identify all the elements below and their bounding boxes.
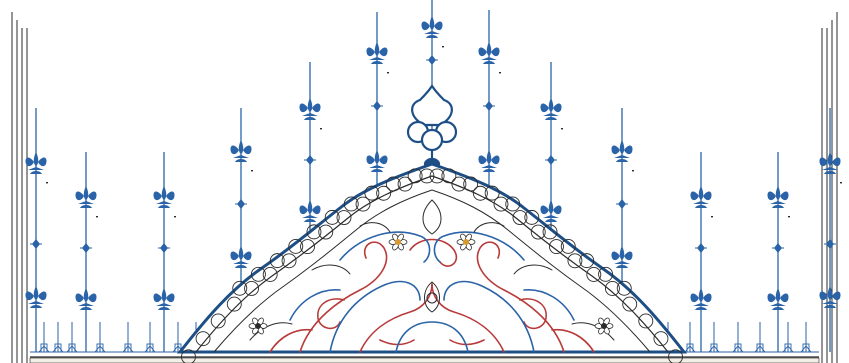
rosette xyxy=(248,317,268,335)
palmette-floret xyxy=(819,286,841,308)
arabesque-field xyxy=(249,199,615,353)
finial-stem xyxy=(611,108,634,352)
palmette-floret xyxy=(299,200,321,222)
finial-bud xyxy=(483,101,495,111)
palmette-floret xyxy=(366,150,388,172)
ink-scrollwork xyxy=(249,199,615,341)
bottom-post xyxy=(684,322,696,353)
trefoil-crown xyxy=(406,84,458,171)
finial-stem xyxy=(819,108,842,352)
finial-stem xyxy=(25,108,48,352)
palmette-floret xyxy=(819,152,841,174)
finial-stem xyxy=(153,152,176,352)
finial-stem xyxy=(690,152,713,352)
finial-stem xyxy=(540,62,563,352)
finial-stem xyxy=(767,152,790,352)
palmette-floret xyxy=(767,186,789,208)
palmette-floret xyxy=(611,140,633,162)
bottom-post xyxy=(800,322,812,353)
finial-bud xyxy=(371,101,383,111)
blue-scrollwork xyxy=(289,231,575,353)
palmette-floret xyxy=(75,288,97,310)
finial-stem xyxy=(75,152,98,352)
palmette-floret xyxy=(153,288,175,310)
bottom-post xyxy=(38,322,50,353)
finial-bud xyxy=(426,55,438,65)
finial-bud xyxy=(695,243,707,253)
palmette-floret xyxy=(540,98,562,120)
finial-bud xyxy=(304,155,316,165)
arch-scallops xyxy=(181,168,683,363)
bottom-post xyxy=(732,322,744,353)
bottom-band xyxy=(29,351,820,363)
finial-bud xyxy=(158,243,170,253)
finial-bud xyxy=(545,155,557,165)
palmette-floret xyxy=(366,42,388,64)
palmette-floret xyxy=(421,16,443,38)
bottom-post xyxy=(94,322,106,353)
finial-bud xyxy=(235,199,247,209)
palmette-floret xyxy=(230,140,252,162)
bottom-post xyxy=(52,322,64,353)
rosette xyxy=(594,317,614,335)
palmette-floret xyxy=(690,186,712,208)
palmette-floret xyxy=(478,42,500,64)
finial-bud xyxy=(80,243,92,253)
rosette xyxy=(388,233,408,251)
bottom-post xyxy=(122,322,134,353)
bottom-post xyxy=(708,322,720,353)
palmette-floret xyxy=(75,186,97,208)
finial-bud xyxy=(30,239,42,249)
palmette-floret xyxy=(230,246,252,268)
palmette-floret xyxy=(478,150,500,172)
rosettes xyxy=(248,233,614,335)
left-border-frame xyxy=(11,12,28,363)
bottom-post xyxy=(144,322,156,353)
red-scrollwork xyxy=(269,238,595,353)
palmette-floret xyxy=(25,152,47,174)
palmette-floret xyxy=(540,200,562,222)
palmette-floret xyxy=(299,98,321,120)
bottom-post xyxy=(782,322,794,353)
palmette-floret xyxy=(767,288,789,310)
finial-bud xyxy=(616,199,628,209)
palmette-floret xyxy=(25,286,47,308)
bottom-post xyxy=(754,322,766,353)
bottom-post xyxy=(66,322,78,353)
scalloped-arch xyxy=(176,162,688,363)
rosette xyxy=(456,233,476,251)
palmette-floret xyxy=(690,288,712,310)
palmette-floret xyxy=(611,246,633,268)
finial-bud xyxy=(772,243,784,253)
finial-bud xyxy=(824,239,836,249)
palmette-floret xyxy=(153,186,175,208)
bottom-post xyxy=(172,322,184,353)
